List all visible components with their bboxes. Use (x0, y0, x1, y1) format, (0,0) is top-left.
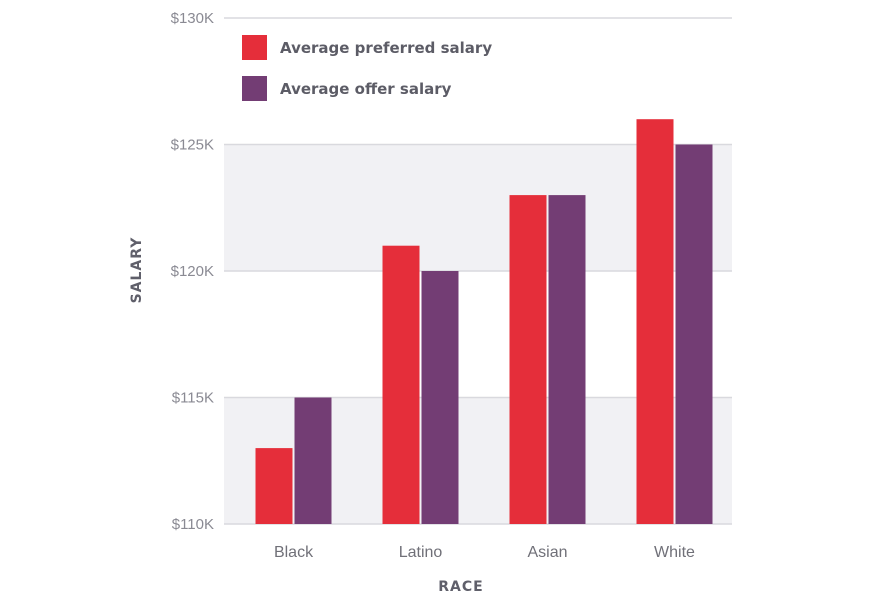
y-tick-label: $125K (171, 137, 214, 154)
bar-latino-offer (421, 271, 459, 524)
x-category-label: White (654, 544, 695, 561)
bar-asian-offer (548, 195, 586, 524)
legend-swatch (242, 76, 267, 101)
y-tick-label: $130K (171, 10, 214, 27)
x-category-label: Black (274, 544, 314, 561)
legend: Average preferred salary Average offer sa… (242, 35, 492, 101)
y-axis-ticks: $110K $115K $120K $125K $130K (171, 10, 214, 533)
y-tick-label: $110K (172, 516, 214, 533)
bar-black-preferred (255, 448, 293, 524)
bar-white-offer (675, 144, 713, 524)
y-tick-label: $115K (172, 390, 214, 407)
bar-white-preferred (636, 119, 674, 524)
bars (255, 119, 713, 524)
x-axis-categories: Black Latino Asian White (274, 544, 695, 561)
bar-asian-preferred (509, 195, 547, 524)
x-axis-title: RACE (438, 579, 483, 595)
x-category-label: Latino (399, 544, 443, 561)
legend-label: Average preferred salary (280, 39, 492, 57)
y-axis-title: SALARY (129, 237, 145, 304)
y-tick-label: $120K (171, 263, 214, 280)
x-category-label: Asian (527, 544, 567, 561)
bar-latino-preferred (382, 245, 420, 524)
bar-black-offer (294, 397, 332, 524)
legend-label: Average offer salary (280, 80, 452, 98)
legend-swatch (242, 35, 267, 60)
